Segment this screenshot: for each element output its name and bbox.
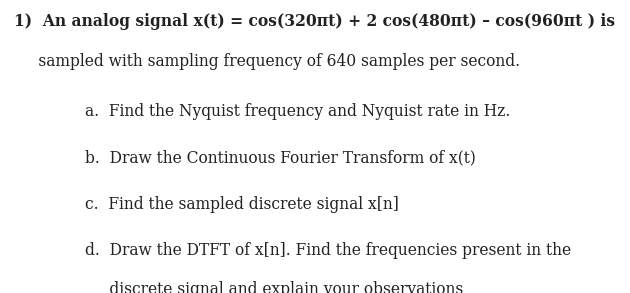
Text: b.  Draw the Continuous Fourier Transform of x(t): b. Draw the Continuous Fourier Transform… [85, 149, 476, 166]
Text: discrete signal and explain your observations: discrete signal and explain your observa… [85, 281, 463, 293]
Text: 1)  An analog signal x(t) = cos(320πt) + 2 cos(480πt) – cos(960πt ) is: 1) An analog signal x(t) = cos(320πt) + … [14, 13, 615, 30]
Text: sampled with sampling frequency of 640 samples per second.: sampled with sampling frequency of 640 s… [14, 53, 520, 70]
Text: d.  Draw the DTFT of x[n]. Find the frequencies present in the: d. Draw the DTFT of x[n]. Find the frequ… [85, 242, 571, 259]
Text: a.  Find the Nyquist frequency and Nyquist rate in Hz.: a. Find the Nyquist frequency and Nyquis… [85, 103, 510, 120]
Text: c.  Find the sampled discrete signal x[n]: c. Find the sampled discrete signal x[n] [85, 196, 399, 213]
